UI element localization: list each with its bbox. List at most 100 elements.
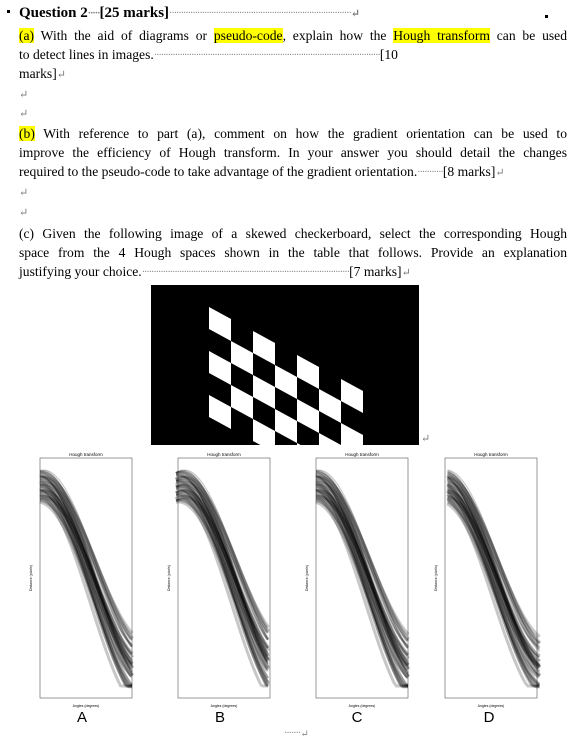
checker-square <box>209 351 231 385</box>
checker-square <box>231 341 253 375</box>
part-a-marks-close: marks] <box>19 66 57 81</box>
plot-frame <box>315 457 409 699</box>
hough-curve <box>39 489 133 687</box>
part-b-line-2: improve the efficiency of Hough transfor… <box>19 145 567 160</box>
hough-curve <box>39 475 134 641</box>
hough-curve <box>315 499 410 667</box>
question-heading: Question 2·····[25 marks]···············… <box>19 5 360 21</box>
hough-curve <box>39 490 134 678</box>
hough-curve <box>315 479 409 641</box>
hough-curve <box>39 483 133 672</box>
hough-curve <box>39 478 133 640</box>
part-a-marks-open: [10 <box>379 47 398 62</box>
hough-curve <box>447 498 540 687</box>
hough-curve <box>446 496 541 685</box>
hough-curve <box>175 469 269 640</box>
hough-curve <box>175 483 269 664</box>
hough-curve <box>175 484 270 650</box>
hough-curve <box>316 475 410 679</box>
page-footer-mark: ·······↵ <box>284 728 309 740</box>
hough-curve <box>315 488 409 649</box>
hough-curve <box>447 479 540 644</box>
hough-curve <box>315 495 408 688</box>
hough-curve <box>175 488 269 641</box>
hough-curve <box>315 475 409 647</box>
hough-curve <box>446 490 540 688</box>
plot-frame <box>39 457 133 699</box>
hough-curve <box>446 481 542 646</box>
plot-title: Hough transform <box>474 452 508 457</box>
hough-curve <box>39 470 134 635</box>
hough-curves <box>445 469 542 689</box>
list-bullet <box>7 10 10 13</box>
plot-title: Hough transform <box>345 452 379 457</box>
hough-curve <box>446 497 540 688</box>
hough-curve <box>446 473 541 670</box>
hough-curve <box>315 469 409 649</box>
hough-space-c: Hough transform Angles (degrees) Distance … <box>304 450 412 712</box>
hough-curve <box>175 495 271 653</box>
hough-curve <box>315 489 409 687</box>
hough-curve <box>39 475 134 678</box>
checker-square <box>231 385 253 419</box>
hough-curve <box>39 479 133 661</box>
hough-curve <box>176 488 269 682</box>
hough-curve <box>315 498 408 687</box>
hough-curve <box>40 484 133 687</box>
hough-curve <box>446 482 541 688</box>
part-c-line-3: justifying your choice.·················… <box>19 264 411 279</box>
x-axis-label: Angles (degrees) <box>478 704 505 708</box>
checker-square <box>297 443 319 477</box>
x-axis-label: Angles (degrees) <box>211 704 238 708</box>
checker-square <box>253 375 275 409</box>
hough-curve <box>316 495 410 661</box>
hough-curve <box>175 493 269 649</box>
checkerboard-figure <box>209 307 363 501</box>
hough-curve <box>446 471 541 650</box>
hough-curve <box>315 471 410 672</box>
skewed-checkerboard-image <box>151 285 419 501</box>
hough-plot: Hough transform Angles (degrees) Distance … <box>434 452 542 708</box>
hough-curve <box>39 475 133 646</box>
hough-curve <box>40 470 134 648</box>
checker-square <box>341 423 363 457</box>
empty-paragraph: ↵ <box>19 207 29 219</box>
hough-curve <box>446 485 541 659</box>
hough-curve <box>446 495 542 664</box>
hough-curve <box>447 491 540 686</box>
y-axis-label: Distance (pixels) <box>305 565 309 591</box>
hough-space-a: Hough transform Angles (degrees) Distance … <box>28 450 136 712</box>
hough-curve <box>175 485 271 686</box>
hough-curve <box>40 490 132 688</box>
hough-curve <box>447 476 540 676</box>
hough-space-b: Hough transform Angles (degrees) Distance … <box>166 450 274 712</box>
hough-curve <box>39 486 132 689</box>
hough-curve <box>175 497 269 687</box>
plot-frame <box>444 457 538 699</box>
hough-curve <box>315 479 409 663</box>
y-axis-label: Distance (pixels) <box>167 565 171 591</box>
hough-curve <box>39 499 134 678</box>
hough-curve <box>315 475 410 643</box>
hough-curve <box>175 479 270 684</box>
part-c-line-1: (c) Given the following image of a skewe… <box>19 226 567 241</box>
checker-square <box>275 365 297 399</box>
panel-label-d: D <box>483 709 495 726</box>
hough-curve <box>39 493 133 655</box>
hough-curve <box>446 484 541 686</box>
hough-curve <box>316 489 410 666</box>
hough-curve <box>447 469 540 650</box>
hough-curve <box>315 500 410 679</box>
hough-curve <box>315 476 410 671</box>
hough-curve <box>175 498 270 660</box>
hough-curve <box>39 489 133 648</box>
hough-curve <box>445 488 540 689</box>
hough-curve <box>446 471 541 639</box>
highlight-pseudo-code: pseudo-code <box>213 28 283 43</box>
hough-curve <box>175 469 269 665</box>
part-c-marks: [7 marks] <box>349 264 402 279</box>
part-a-label: (a) <box>19 28 35 43</box>
hough-curve <box>40 476 134 670</box>
part-b-marks: [8 marks] <box>442 164 496 179</box>
